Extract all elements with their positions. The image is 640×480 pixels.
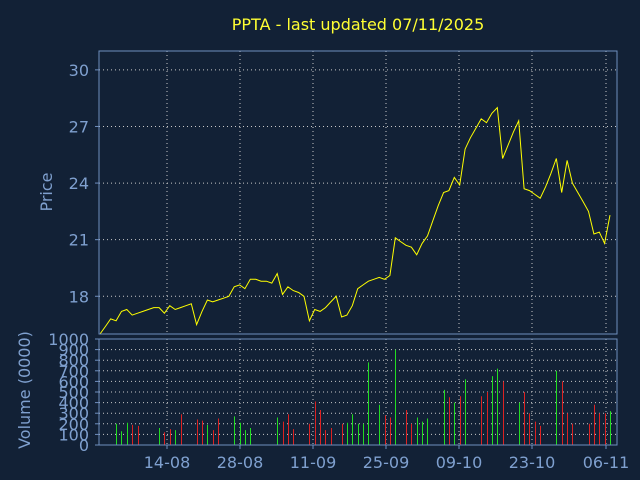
x-tick-label: 06-11 [583,453,630,472]
price-y-ticks: 18 21 24 27 30 [69,61,99,306]
price-y-tick-label: 27 [69,117,89,136]
price-panel: 18 21 24 27 30 Price [37,50,618,335]
volume-y-tick-label: 900 [58,341,89,360]
chart-title: PPTA - last updated 07/11/2025 [232,15,485,34]
volume-y-tick-label: 200 [58,415,89,434]
price-axis-label: Price [37,172,56,211]
volume-y-tick-label: 0 [79,436,89,455]
price-plot-frame [98,50,618,335]
volume-axis-label: Volume (0000) [15,331,34,449]
x-tick-label: 28-08 [217,453,264,472]
x-tick-label: 14-08 [144,453,191,472]
price-y-tick-label: 21 [69,231,89,250]
price-y-tick-label: 30 [69,61,89,80]
x-tick-label: 09-10 [436,453,483,472]
volume-y-tick-label: 700 [58,362,89,381]
price-gridlines [99,51,617,334]
volume-bars [116,349,611,445]
x-tick-label: 11-09 [290,453,337,472]
volume-y-tick-label: 100 [58,425,89,444]
volume-y-tick-label: 400 [58,394,89,413]
volume-y-tick-label: 300 [58,404,89,423]
price-y-tick-label: 24 [69,174,89,193]
volume-y-tick-label: 1000 [48,330,89,349]
x-tick-label: 25-09 [363,453,410,472]
price-line [99,106,611,335]
price-y-tick-label: 18 [69,287,89,306]
volume-y-tick-label: 600 [58,372,89,391]
x-tick-label: 23-10 [509,453,556,472]
volume-y-tick-label: 800 [58,351,89,370]
volume-y-tick-label: 500 [58,383,89,402]
date-x-ticks: 14-08 28-08 11-09 25-09 09-10 23-10 06-11 [144,445,630,472]
